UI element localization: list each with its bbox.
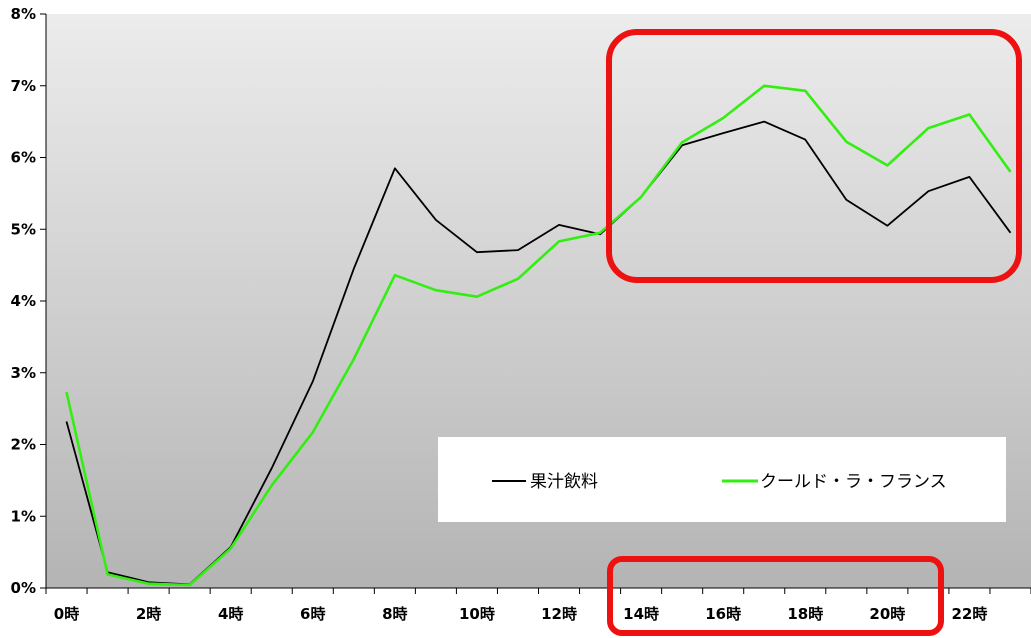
x-tick-label: 18時: [787, 605, 823, 623]
y-tick-label: 4%: [11, 292, 36, 310]
x-tick-label: 12時: [541, 605, 577, 623]
legend-label-cool-de-la-france: クールド・ラ・フランス: [760, 472, 947, 492]
y-tick-label: 6%: [11, 149, 36, 167]
x-tick-label: 0時: [54, 605, 79, 623]
series-line-cool-de-la-france: [65, 84, 1012, 587]
x-tick-label: 6時: [300, 605, 325, 623]
x-tick-label: 2時: [136, 605, 161, 623]
x-tick-label: 8時: [382, 605, 407, 623]
x-tick-label: 22時: [952, 605, 988, 623]
highlight-box-plot: [606, 29, 1022, 283]
y-tick-label: 1%: [11, 507, 36, 525]
y-tick-label: 8%: [11, 5, 36, 23]
x-tick-label: 14時: [623, 605, 659, 623]
x-tick-label: 20時: [869, 605, 905, 623]
x-tick-label: 10時: [459, 605, 495, 623]
highlight-box-axis: [607, 556, 944, 636]
y-tick-label: 2%: [11, 436, 36, 454]
y-tick-label: 3%: [11, 364, 36, 382]
legend-label-juice: 果汁飲料: [530, 472, 598, 492]
y-tick-label: 5%: [11, 220, 36, 238]
x-tick-label: 4時: [218, 605, 243, 623]
x-tick-label: 16時: [705, 605, 741, 623]
y-tick-label: 0%: [11, 579, 36, 597]
y-tick-label: 7%: [11, 77, 36, 95]
